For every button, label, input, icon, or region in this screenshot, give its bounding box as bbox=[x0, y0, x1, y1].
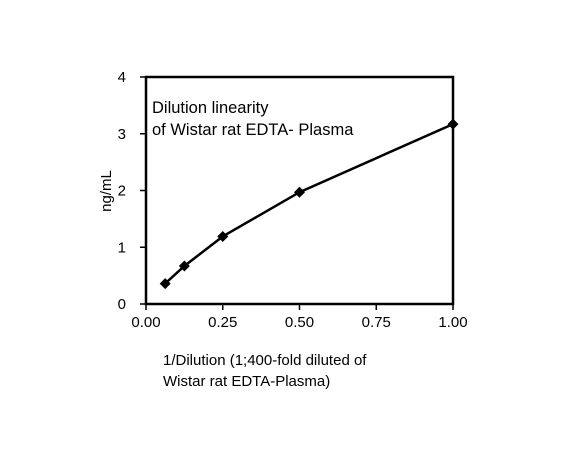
data-point-marker bbox=[447, 118, 459, 130]
chart-title-line-1: Dilution linearity bbox=[152, 99, 269, 117]
y-tick-label: 2 bbox=[118, 183, 126, 200]
x-tick-label: 1.00 bbox=[438, 314, 467, 331]
data-point-marker bbox=[159, 278, 171, 290]
series bbox=[159, 118, 459, 290]
y-tick-label: 1 bbox=[118, 239, 126, 256]
data-point-marker bbox=[178, 260, 190, 272]
x-tick-label: 0.00 bbox=[131, 314, 160, 331]
y-tick-label: 3 bbox=[118, 126, 126, 143]
data-point-marker bbox=[217, 230, 229, 242]
x-tick-label: 0.25 bbox=[208, 314, 237, 331]
data-point-marker bbox=[294, 186, 305, 198]
y-axis: 0 1 2 3 4 bbox=[118, 69, 146, 313]
series-line bbox=[164, 122, 454, 285]
x-axis-label-line-2: Wistar rat EDTA-Plasma) bbox=[163, 373, 330, 390]
y-tick-label: 0 bbox=[118, 296, 126, 313]
x-axis-label-line-1: 1/Dilution (1;400-fold diluted of bbox=[163, 352, 367, 369]
y-tick-label: 4 bbox=[118, 69, 126, 86]
x-tick-label: 0.50 bbox=[285, 314, 314, 331]
x-axis: 0.00 0.25 0.50 0.75 1.00 bbox=[131, 304, 468, 331]
chart-title-line-2: of Wistar rat EDTA- Plasma bbox=[152, 121, 354, 139]
y-axis-label: ng/mL bbox=[98, 170, 115, 212]
x-tick-label: 0.75 bbox=[362, 314, 391, 331]
